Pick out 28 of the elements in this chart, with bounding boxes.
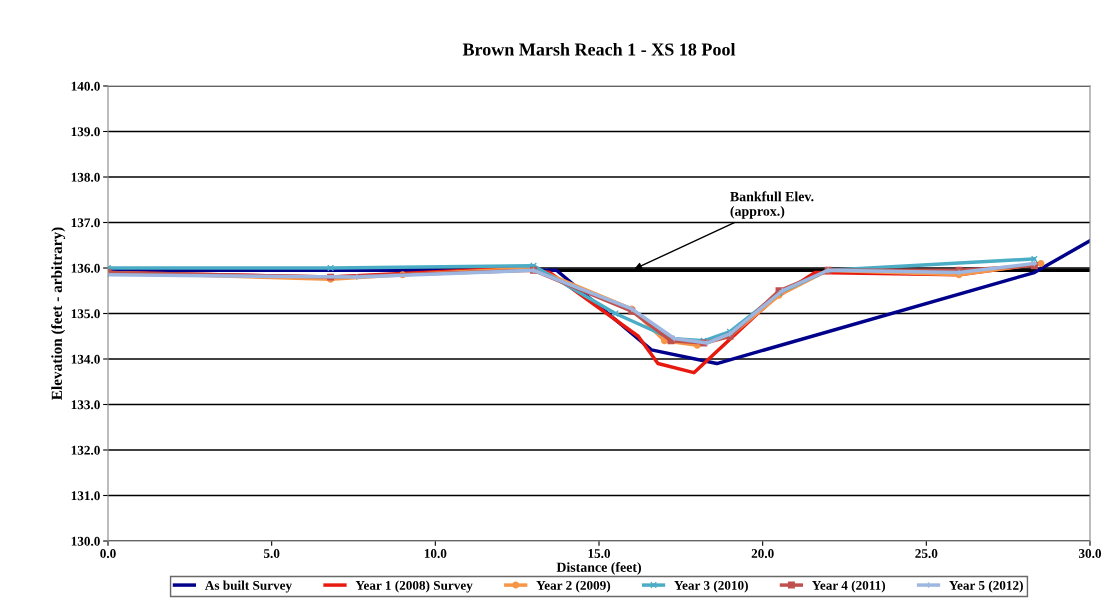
chart-title: Brown Marsh Reach 1 - XS 18 Pool xyxy=(462,42,736,56)
y-tick-label: 140.0 xyxy=(71,81,100,91)
legend-label: Year 1 (2008) Survey xyxy=(355,580,473,593)
annotation: Bankfull Elev. (approx.) xyxy=(730,191,814,219)
x-tick-label: 30.0 xyxy=(1078,549,1102,558)
y-tick-label: 134.0 xyxy=(71,354,100,364)
legend-label: As built Survey xyxy=(204,580,292,593)
x-tick-label: 0.0 xyxy=(100,549,116,558)
x-tick-label: 25.0 xyxy=(915,549,938,558)
y-tick-label: 139.0 xyxy=(71,127,100,137)
y-axis-title: Elevation (feet - arbitrary) xyxy=(51,227,66,400)
y-tick-label: 135.0 xyxy=(71,309,100,319)
x-tick-label: 5.0 xyxy=(263,549,280,558)
y-tick-label: 131.0 xyxy=(71,491,100,501)
y-tick-label: 133.0 xyxy=(71,400,100,410)
legend-label: Year 3 (2010) xyxy=(674,580,748,593)
y-tick-label: 137.0 xyxy=(71,218,100,228)
legend-label: Year 4 (2011) xyxy=(812,580,886,593)
y-tick-label: 138.0 xyxy=(71,172,100,182)
x-axis-title: Distance (feet) xyxy=(556,561,641,575)
legend-label: Year 2 (2009) xyxy=(536,580,611,593)
legend-label: Year 5 (2012) xyxy=(949,580,1023,593)
y-tick-label: 130.0 xyxy=(71,536,100,546)
x-tick-label: 15.0 xyxy=(588,549,611,558)
y-tick-label: 132.0 xyxy=(71,445,100,455)
x-tick-label: 20.0 xyxy=(751,549,774,558)
y-tick-label: 136.0 xyxy=(71,263,100,273)
x-tick-label: 10.0 xyxy=(424,549,447,558)
